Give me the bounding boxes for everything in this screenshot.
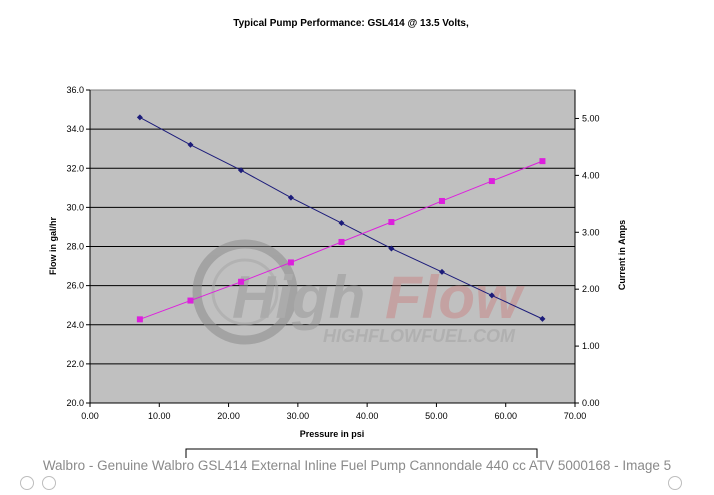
data-point-square bbox=[338, 238, 345, 245]
data-point-diamond bbox=[136, 114, 143, 121]
y-tick-label: 24.0 bbox=[66, 320, 84, 330]
y-tick-label: 36.0 bbox=[66, 85, 84, 95]
legend-box bbox=[185, 448, 538, 458]
watermark-ring-icon bbox=[192, 239, 298, 345]
image-caption: Walbro - Genuine Walbro GSL414 External … bbox=[42, 458, 672, 473]
data-point-square bbox=[438, 197, 445, 204]
highflow-watermark: High Flow HIGHFLOWFUEL.COM bbox=[192, 239, 525, 346]
y2-axis-label: Current in Amps bbox=[617, 220, 627, 290]
data-point-square bbox=[187, 297, 194, 304]
watermark-high: High bbox=[232, 264, 365, 331]
y2-tick-label: 2.00 bbox=[582, 284, 600, 294]
gallery-dot-icon[interactable] bbox=[20, 476, 34, 490]
data-point-square bbox=[539, 158, 546, 165]
x-axis-label: Pressure in psi bbox=[300, 429, 365, 439]
data-point-diamond bbox=[287, 194, 294, 201]
gallery-dot-icon[interactable] bbox=[668, 476, 682, 490]
y-tick-label: 26.0 bbox=[66, 281, 84, 291]
x-tick-label: 40.00 bbox=[356, 411, 379, 421]
gallery-dots bbox=[20, 476, 80, 490]
y-tick-label: 22.0 bbox=[66, 359, 84, 369]
y2-tick-label: 1.00 bbox=[582, 341, 600, 351]
series-layer bbox=[136, 114, 546, 323]
tick-labels: 20.0 22.0 24.0 26.0 28.0 30.0 32.0 34.0 36.0 0.00… bbox=[66, 85, 599, 421]
x-tick-label: 10.00 bbox=[148, 411, 171, 421]
y-tick-label: 32.0 bbox=[66, 163, 84, 173]
y-tick-label: 20.0 bbox=[66, 398, 84, 408]
y2-tick-label: 4.00 bbox=[582, 170, 600, 180]
x-tick-label: 0.00 bbox=[81, 411, 99, 421]
data-point-diamond bbox=[187, 141, 194, 148]
data-point-diamond bbox=[238, 167, 245, 174]
x-tick-label: 30.00 bbox=[287, 411, 310, 421]
chart: Typical Pump Performance: GSL414 @ 13.5 … bbox=[48, 18, 627, 458]
y-tick-label: 30.0 bbox=[66, 202, 84, 212]
x-tick-label: 60.00 bbox=[494, 411, 517, 421]
data-point-square bbox=[388, 219, 395, 226]
data-point-diamond bbox=[438, 268, 445, 275]
data-point-square bbox=[238, 278, 245, 285]
chart-title: Typical Pump Performance: GSL414 @ 13.5 … bbox=[233, 18, 469, 29]
data-point-square bbox=[287, 259, 294, 266]
gallery-dot-icon[interactable] bbox=[42, 476, 56, 490]
data-point-diamond bbox=[388, 245, 395, 252]
watermark-flow: Flow bbox=[385, 264, 525, 331]
y-tick-label: 34.0 bbox=[66, 124, 84, 134]
y-axis-label: Flow in gal/hr bbox=[48, 217, 58, 275]
x-tick-label: 70.00 bbox=[564, 411, 587, 421]
data-point-diamond bbox=[338, 220, 345, 227]
y-tick-label: 28.0 bbox=[66, 242, 84, 252]
y2-tick-label: 3.00 bbox=[582, 227, 600, 237]
data-point-diamond bbox=[488, 292, 495, 299]
y2-tick-label: 5.00 bbox=[582, 113, 600, 123]
x-tick-label: 20.00 bbox=[217, 411, 240, 421]
gridlines bbox=[86, 89, 579, 407]
data-point-diamond bbox=[539, 315, 546, 322]
x-tick-label: 50.00 bbox=[425, 411, 448, 421]
data-point-square bbox=[488, 178, 495, 185]
data-point-square bbox=[136, 316, 143, 323]
watermark-site: HIGHFLOWFUEL.COM bbox=[323, 326, 516, 346]
y2-tick-label: 0.00 bbox=[582, 398, 600, 408]
